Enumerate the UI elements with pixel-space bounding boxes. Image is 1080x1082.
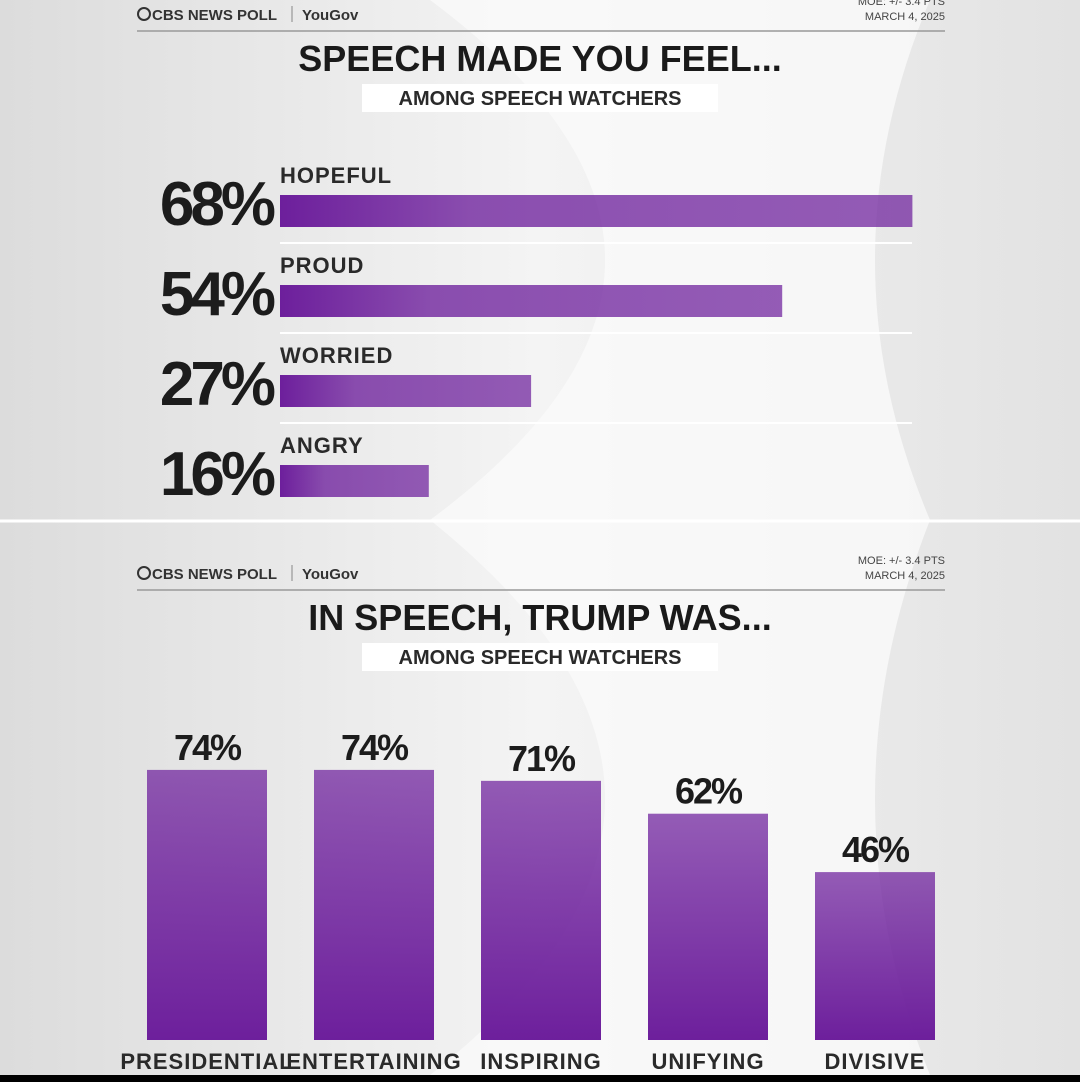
category-label: ENTERTAINING xyxy=(286,1049,461,1074)
bar xyxy=(280,375,532,407)
chart-title: SPEECH MADE YOU FEEL... xyxy=(298,38,781,79)
category-label: PRESIDENTIAL xyxy=(120,1049,293,1074)
bottom-bar xyxy=(0,1075,1080,1082)
bar xyxy=(314,769,434,1040)
value-label: 74% xyxy=(341,727,409,768)
value-label: 54% xyxy=(160,260,275,329)
date: MARCH 4, 2025 xyxy=(865,11,945,23)
value-label: 74% xyxy=(174,727,242,768)
bar xyxy=(280,285,783,317)
value-label: 62% xyxy=(675,771,743,812)
date: MARCH 4, 2025 xyxy=(865,570,945,582)
moe: MOE: +/- 3.4 PTS xyxy=(858,0,945,8)
bar xyxy=(280,465,429,497)
subtitle-box xyxy=(362,643,718,671)
category-label: DIVISIVE xyxy=(825,1049,926,1074)
source: CBS NEWS POLL xyxy=(152,7,277,24)
subtitle-box xyxy=(362,84,718,112)
bar xyxy=(648,813,768,1040)
chart-title: IN SPEECH, TRUMP WAS... xyxy=(308,597,771,638)
value-label: 71% xyxy=(508,738,576,779)
partner: YouGov xyxy=(302,566,359,583)
value-label: 27% xyxy=(160,350,275,419)
bar xyxy=(280,195,913,227)
logo xyxy=(137,566,151,580)
category-label: HOPEFUL xyxy=(280,163,392,188)
category-label: INSPIRING xyxy=(480,1049,601,1074)
value-label: 16% xyxy=(160,440,275,509)
category-label: PROUD xyxy=(280,253,364,278)
partner: YouGov xyxy=(302,7,359,24)
chart-subtitle: AMONG SPEECH WATCHERS xyxy=(399,647,682,669)
category-label: WORRIED xyxy=(280,343,393,368)
value-label: 46% xyxy=(842,829,910,870)
source: CBS NEWS POLL xyxy=(152,566,277,583)
bar xyxy=(147,769,267,1040)
category-label: UNIFYING xyxy=(651,1049,764,1074)
value-label: 68% xyxy=(160,170,275,239)
bar xyxy=(481,780,601,1040)
logo xyxy=(137,7,151,21)
decor-curve xyxy=(430,520,930,1075)
moe: MOE: +/- 3.4 PTS xyxy=(858,555,945,567)
bar xyxy=(815,872,935,1040)
category-label: ANGRY xyxy=(280,433,364,458)
decor-curve xyxy=(430,0,930,520)
chart-subtitle: AMONG SPEECH WATCHERS xyxy=(399,88,682,110)
